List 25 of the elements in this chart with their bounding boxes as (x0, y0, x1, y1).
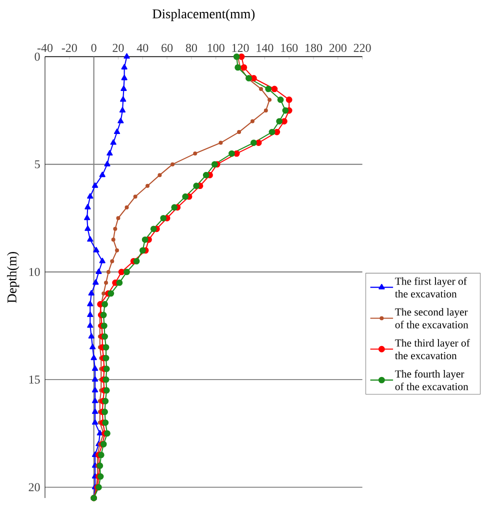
legend-label: The second layer of the excavation (395, 308, 468, 328)
legend-label: The fourth layer of the excavation (395, 370, 468, 390)
x-tick-label: 60 (162, 44, 173, 52)
y-tick-label: 5 (34, 160, 40, 168)
x-tick-label: 140 (256, 44, 274, 52)
x-tick-label: 40 (136, 44, 148, 52)
y-tick-label: 20 (28, 483, 40, 492)
x-tick-label: 20 (112, 44, 124, 52)
x-tick-label: -40 (37, 44, 53, 52)
x-tick-label: 80 (186, 44, 197, 52)
x-tick-label: 180 (306, 44, 322, 52)
x-tick-label: -20 (62, 44, 77, 52)
legend-label: The third layer of the excavation (395, 338, 470, 360)
y-axis-title: Depth(m) (7, 252, 20, 303)
x-tick-label: 0 (91, 44, 96, 52)
x-tick-label: 220 (354, 44, 371, 52)
x-tick-label: 160 (281, 44, 298, 52)
x-tick-label: 100 (208, 44, 224, 52)
y-tick-label: 15 (29, 376, 40, 384)
legend-label: The first layer of the excavation (395, 277, 467, 298)
x-tick-label: 200 (329, 44, 346, 52)
x-axis-title: Displacement(mm) (152, 8, 255, 22)
y-tick-label: 10 (29, 268, 40, 276)
x-tick-label: 120 (232, 44, 249, 52)
y-tick-label: 0 (34, 52, 40, 61)
